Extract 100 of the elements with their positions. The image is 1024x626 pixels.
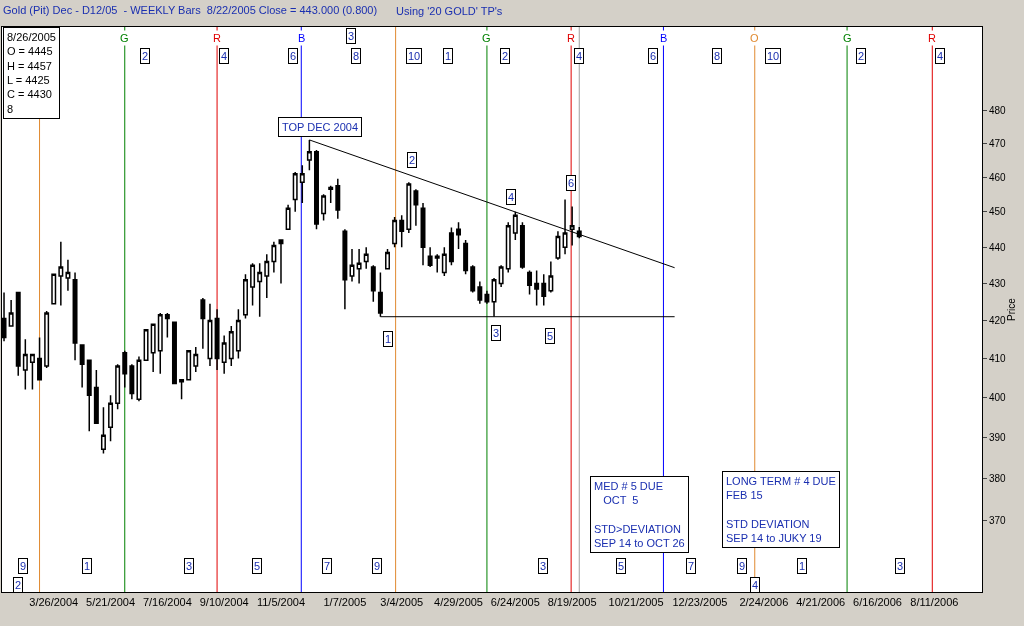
y-tick-label: 460	[989, 171, 1007, 183]
x-tick-label: 4/29/2005	[434, 596, 483, 609]
candlestick	[328, 184, 334, 204]
candlestick	[456, 221, 462, 250]
annotation: 4	[221, 50, 228, 62]
ref-line-label: G	[843, 32, 852, 44]
annotation: 4	[752, 579, 759, 591]
annotation: 5	[254, 560, 261, 572]
x-tick-label: 8/11/2006	[910, 596, 959, 609]
x-tick-label: 4/21/2006	[796, 596, 846, 609]
candlestick	[143, 329, 149, 362]
candlestick	[505, 221, 511, 274]
x-tick-label: 7/16/2004	[142, 596, 192, 609]
candlestick	[115, 363, 121, 410]
annotation: 5	[618, 560, 625, 572]
annotation: 3	[493, 327, 500, 339]
candlestick	[58, 241, 64, 307]
candlestick	[285, 204, 291, 231]
candlestick	[65, 259, 71, 292]
candlestick	[342, 228, 348, 310]
candlestick	[37, 336, 43, 381]
chart-title: Gold (Pit) Dec - D12/05 - WEEKLY Bars 8/22/2005 Close = 443.000 (0.800)	[3, 3, 378, 16]
annotation: 3	[897, 560, 904, 572]
annotation: TOP DEC 2004	[282, 121, 359, 133]
candlestick	[363, 246, 369, 270]
annotation: 3	[186, 560, 193, 572]
candlestick	[555, 230, 561, 261]
annotation: 9	[374, 560, 381, 572]
candlestick	[335, 178, 341, 220]
candlestick	[86, 359, 92, 432]
candlestick	[271, 241, 277, 274]
annotation: 2	[15, 579, 22, 591]
x-tick-label: 5/21/2004	[86, 596, 136, 609]
candlestick	[79, 344, 85, 389]
candlestick	[448, 226, 454, 266]
candlestick	[257, 262, 263, 318]
candlestick	[292, 171, 298, 213]
x-tick-label: 3/4/2005	[380, 596, 424, 609]
y-tick-label: 470	[989, 137, 1007, 149]
candlestick	[569, 205, 575, 247]
x-tick-label: 1/7/2005	[323, 596, 367, 609]
y-tick-label: 450	[989, 206, 1007, 218]
annotation: 5	[547, 330, 554, 342]
candlestick	[385, 248, 390, 270]
candlestick	[519, 221, 525, 270]
candlestick	[122, 350, 128, 389]
candlestick	[562, 198, 568, 256]
candlestick	[470, 264, 476, 294]
candlestick	[72, 271, 78, 362]
candlestick	[534, 269, 540, 307]
y-tick-label: 410	[989, 352, 1007, 364]
candlestick	[420, 202, 426, 266]
annotation: 6	[650, 50, 657, 62]
y-tick-label: 430	[989, 277, 1007, 289]
annotation: 6	[568, 177, 575, 189]
annotation: 9	[20, 560, 27, 572]
candlestick	[171, 321, 177, 385]
ref-line-label: B	[660, 32, 668, 44]
candlestick	[179, 378, 185, 401]
candlestick	[498, 264, 504, 288]
candlestick	[441, 246, 447, 277]
candlestick	[299, 164, 305, 204]
x-tick-label: 8/19/2005	[547, 596, 597, 609]
candlestick	[157, 312, 163, 375]
candlestick	[413, 188, 419, 227]
annotation: 1	[445, 50, 452, 62]
x-tick-label: 9/10/2004	[199, 596, 249, 609]
candlestick	[207, 302, 213, 367]
candlestick	[512, 211, 518, 241]
ref-line-label: O	[750, 32, 759, 44]
annotation: 6	[290, 50, 297, 62]
annotation: 2	[142, 50, 149, 62]
x-tick-label: 11/5/2004	[256, 596, 306, 609]
chart-subtitle: Using '20 GOLD' TP's	[396, 5, 503, 17]
x-tick-label: 10/21/2005	[608, 596, 664, 609]
annotation: 4	[937, 50, 944, 62]
annotation: 8	[714, 50, 721, 62]
annotation: 2	[502, 50, 509, 62]
candlestick	[242, 273, 248, 320]
annotation: 7	[688, 560, 695, 572]
candlestick	[370, 264, 376, 303]
x-tick-label: 6/16/2006	[853, 596, 902, 609]
y-tick-label: 390	[989, 431, 1007, 443]
annotation: 9	[739, 560, 746, 572]
candlestick	[186, 350, 192, 381]
annotation: 2	[858, 50, 865, 62]
ref-line-label: R	[928, 32, 936, 44]
candlestick	[108, 394, 114, 442]
candlestick	[51, 273, 57, 305]
candlestick	[548, 260, 554, 294]
candlestick	[214, 308, 220, 371]
annotation: 10	[408, 50, 421, 62]
candlestick	[44, 310, 50, 369]
annotation: 3	[540, 560, 547, 572]
candlestick	[100, 406, 106, 455]
candlestick	[427, 246, 433, 268]
candlestick	[278, 239, 284, 285]
candlestick	[200, 297, 206, 350]
annotation: 1	[799, 560, 806, 572]
ref-line-label: B	[298, 32, 306, 44]
